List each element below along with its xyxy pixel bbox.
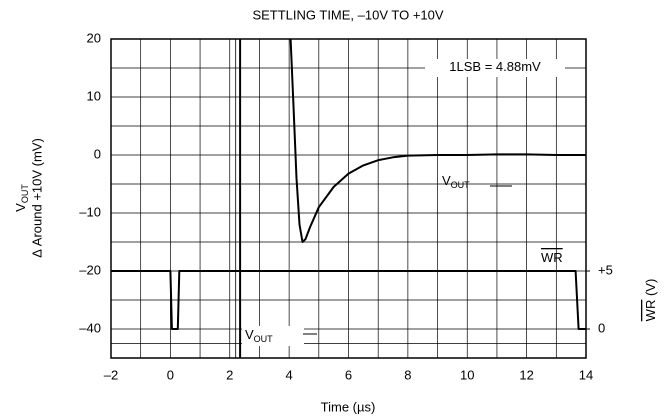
y2-tick-label: +5: [598, 262, 613, 277]
y-tick-label: –40: [79, 320, 101, 335]
annotation: 1LSB = 4.88mV: [449, 59, 541, 74]
x-tick-label: 12: [519, 367, 533, 382]
y-axis-label: VOUT: [13, 184, 30, 212]
annotation-part: OUT: [254, 334, 274, 344]
plot-frame: [110, 38, 587, 359]
y-tick-label: 20: [87, 30, 101, 45]
label-bg: [425, 59, 565, 77]
y-tick-label: –10: [79, 204, 101, 219]
chart-title: SETTLING TIME, –10V TO +10V: [252, 7, 443, 22]
x-tick-label: 0: [167, 367, 174, 382]
x-tick-label: 10: [460, 367, 474, 382]
y-tick-label: 10: [87, 88, 101, 103]
x-tick-label: 2: [226, 367, 233, 382]
x-tick-label: 8: [404, 367, 411, 382]
annotation-part: V: [245, 327, 254, 342]
x-tick-label: 14: [579, 367, 593, 382]
series-line: [289, 38, 586, 243]
annotation-part: V: [442, 173, 451, 188]
x-tick-label: 6: [345, 367, 352, 382]
label-bg: [242, 326, 304, 346]
annotation: WR: [541, 250, 563, 265]
x-axis-label: Time (µs): [321, 399, 376, 414]
annotation-part: 1LSB = 4.88mV: [449, 59, 541, 74]
series-line: [111, 270, 586, 330]
annotation: VOUT: [442, 173, 470, 190]
y-tick-label: –20: [79, 262, 101, 277]
x-tick-label: 4: [286, 367, 293, 382]
annotation: VOUT: [245, 327, 273, 344]
annotation-part: WR: [541, 250, 563, 265]
y-tick-label: 0: [94, 146, 101, 161]
y2-axis-label: WR (V): [643, 279, 658, 322]
annotation-part: OUT: [451, 180, 471, 190]
y2-tick-label: 0: [598, 320, 605, 335]
y-axis-label: Δ Around +10V (mV): [29, 138, 44, 258]
x-tick-label: –2: [104, 367, 118, 382]
